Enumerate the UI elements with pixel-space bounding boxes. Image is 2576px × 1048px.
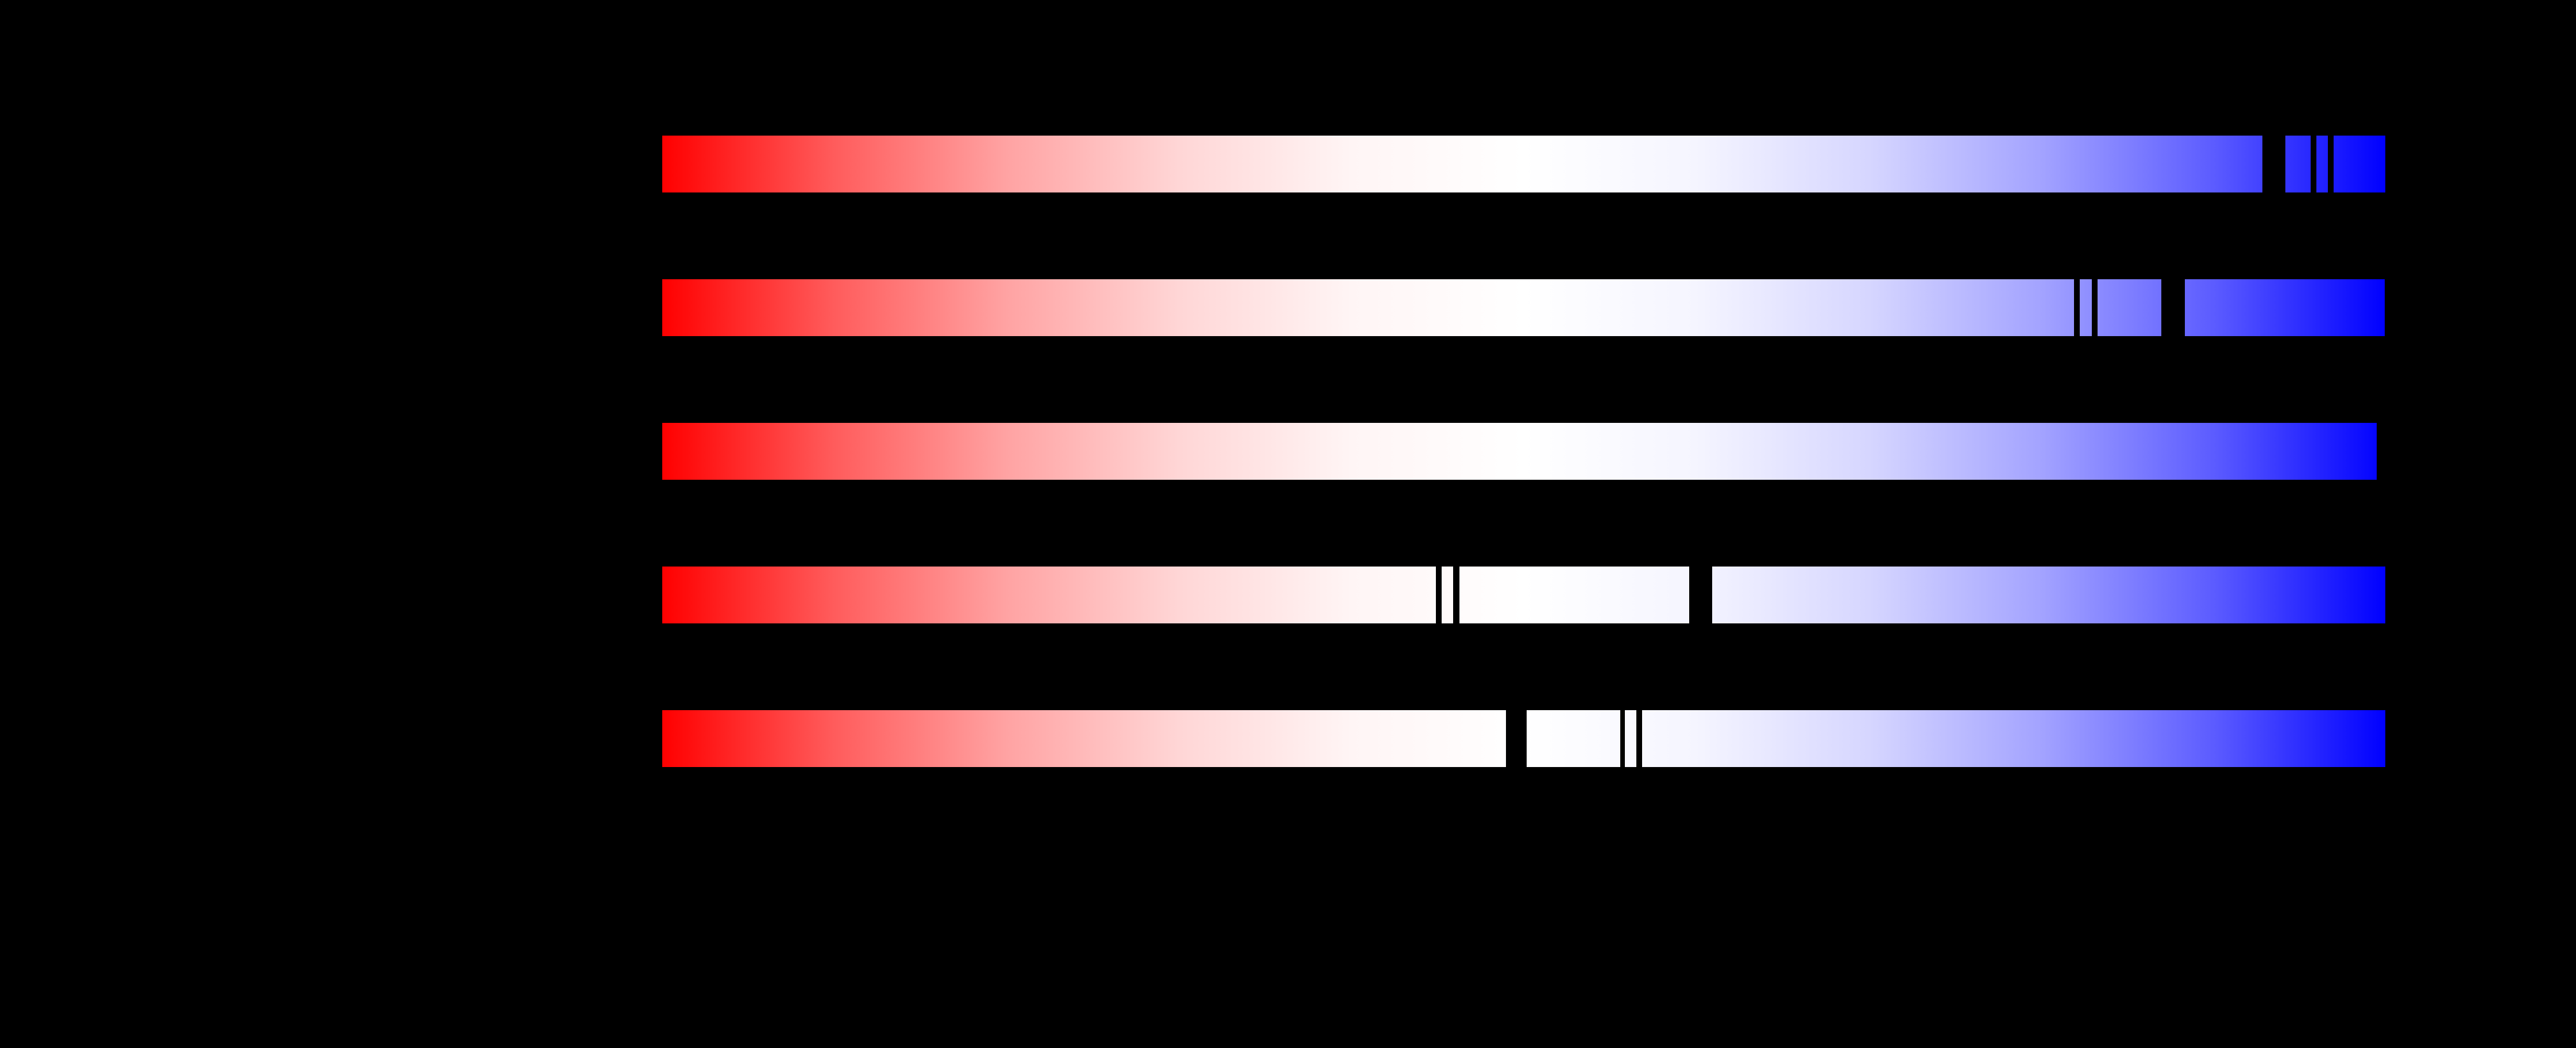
bar-gap-3-2 xyxy=(1689,567,1712,623)
bar-gap-0-2 xyxy=(2328,136,2334,192)
bar-gap-4-1 xyxy=(1620,710,1625,767)
gradient-bar-row-4 xyxy=(662,710,2385,767)
gradient-bar-row-1 xyxy=(662,279,2385,336)
bar-gap-0-0 xyxy=(2262,136,2285,192)
bar-gap-0-1 xyxy=(2311,136,2316,192)
gradient-bar-row-3 xyxy=(662,567,2385,623)
gradient-bar-row-2 xyxy=(662,423,2377,480)
bar-gap-3-0 xyxy=(1436,567,1442,623)
gradient-bar-row-0 xyxy=(662,136,2385,192)
bar-gap-3-1 xyxy=(1453,567,1459,623)
bar-gap-1-1 xyxy=(2092,279,2098,336)
bar-gap-4-0 xyxy=(1506,710,1527,767)
bar-gap-4-2 xyxy=(1636,710,1642,767)
bar-gap-1-2 xyxy=(2161,279,2185,336)
bar-gap-1-0 xyxy=(2074,279,2080,336)
